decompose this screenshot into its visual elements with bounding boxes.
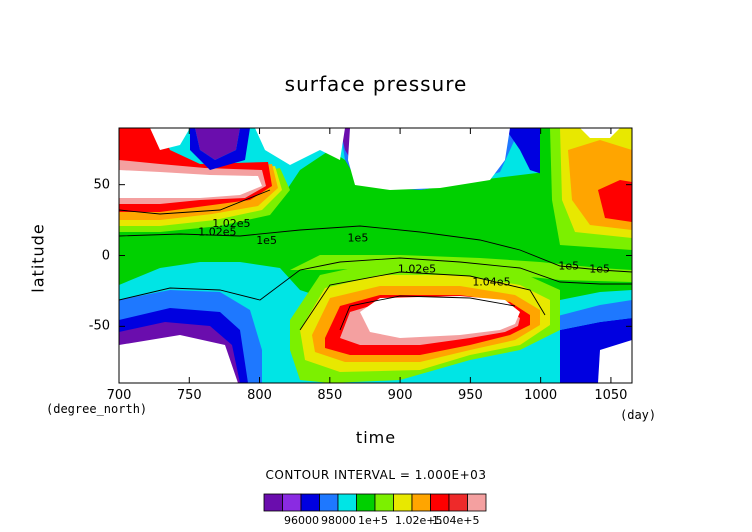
fill-ne-top-white bbox=[580, 128, 620, 138]
fill-se-core bbox=[598, 340, 632, 383]
colorbar-tick-label: 1e+5 bbox=[358, 514, 388, 527]
colorbar-swatch bbox=[411, 493, 431, 512]
x-tick-label: 1050 bbox=[594, 388, 628, 403]
x-unit-right: (day) bbox=[620, 408, 657, 422]
colorbar-tick-label: 96000 bbox=[284, 514, 319, 527]
x-tick-label: 900 bbox=[387, 388, 413, 403]
contour-label: 1e5 bbox=[348, 231, 369, 244]
colorbar bbox=[263, 493, 487, 512]
fill-se-blue2 bbox=[550, 300, 632, 330]
colorbar-swatch bbox=[300, 493, 320, 512]
chart-title: surface pressure bbox=[284, 72, 468, 96]
colorbar-swatch bbox=[319, 493, 339, 512]
contour-line-1e5-south bbox=[119, 257, 632, 301]
fill-nc-core bbox=[348, 128, 510, 190]
colorbar-swatch bbox=[448, 493, 468, 512]
x-tick-label: 750 bbox=[176, 388, 202, 403]
fill-north-blue2 bbox=[505, 128, 545, 175]
fill-nc-core-left bbox=[255, 128, 345, 165]
contour-fills bbox=[119, 128, 632, 383]
contour-label: 1e5 bbox=[256, 234, 277, 247]
x-unit-left: (degree_north) bbox=[46, 402, 148, 416]
fill-eq-lightgreen bbox=[290, 255, 632, 282]
y-tick-label: 0 bbox=[101, 248, 110, 263]
x-tick-label: 850 bbox=[317, 388, 343, 403]
fill-ne-red bbox=[598, 180, 632, 222]
x-axis-label: time bbox=[355, 428, 397, 447]
contour-label: 1.02e5 bbox=[398, 263, 436, 276]
y-axis-label: latitude bbox=[28, 223, 48, 293]
x-tick-marks bbox=[118, 128, 612, 383]
y-tick-label: 50 bbox=[93, 177, 110, 193]
contour-label: 1e5 bbox=[589, 263, 610, 276]
colorbar-swatch bbox=[356, 493, 376, 512]
contour-lines bbox=[119, 189, 632, 331]
fill-nw-topcore bbox=[150, 128, 190, 150]
contour-label: 1e5 bbox=[558, 260, 579, 273]
contour-label: 1.04e5 bbox=[472, 275, 510, 288]
colorbar-tick-label: 1.04e+5 bbox=[432, 514, 480, 527]
x-tick-label: 1000 bbox=[524, 388, 558, 403]
colorbar-swatch bbox=[337, 493, 357, 512]
contour-line-104-s bbox=[339, 295, 516, 331]
colorbar-swatch bbox=[467, 493, 487, 512]
colorbar-swatch bbox=[282, 493, 302, 512]
y-tick-label: -50 bbox=[88, 318, 110, 334]
colorbar-swatch bbox=[393, 493, 413, 512]
colorbar-swatch bbox=[263, 493, 283, 512]
colorbar-swatch bbox=[374, 493, 394, 512]
contour-label: 1.02e5 bbox=[198, 226, 236, 239]
contour-label: 1.02e5 bbox=[212, 217, 250, 230]
colorbar-tick-label: 1.02e+5 bbox=[395, 514, 443, 527]
contour-line-102-s bbox=[299, 271, 546, 331]
x-tick-label: 800 bbox=[247, 388, 272, 403]
fill-south-core bbox=[360, 296, 520, 338]
fill-nw-core bbox=[119, 170, 262, 198]
fill-nw-blue bbox=[190, 128, 250, 170]
x-tick-label: 950 bbox=[457, 388, 483, 403]
fill-sw-core bbox=[119, 335, 238, 383]
colorbar-tick-label: 98000 bbox=[321, 514, 356, 527]
contour-line-1e5-north bbox=[119, 225, 632, 273]
fill-nw-purple bbox=[195, 128, 240, 160]
colorbar-swatch bbox=[430, 493, 450, 512]
y-tick-marks bbox=[119, 184, 632, 327]
contour-line-102-nw bbox=[119, 189, 271, 215]
x-tick-label: 700 bbox=[106, 388, 132, 403]
contour-interval-text: CONTOUR INTERVAL = 1.000E+03 bbox=[265, 468, 487, 482]
